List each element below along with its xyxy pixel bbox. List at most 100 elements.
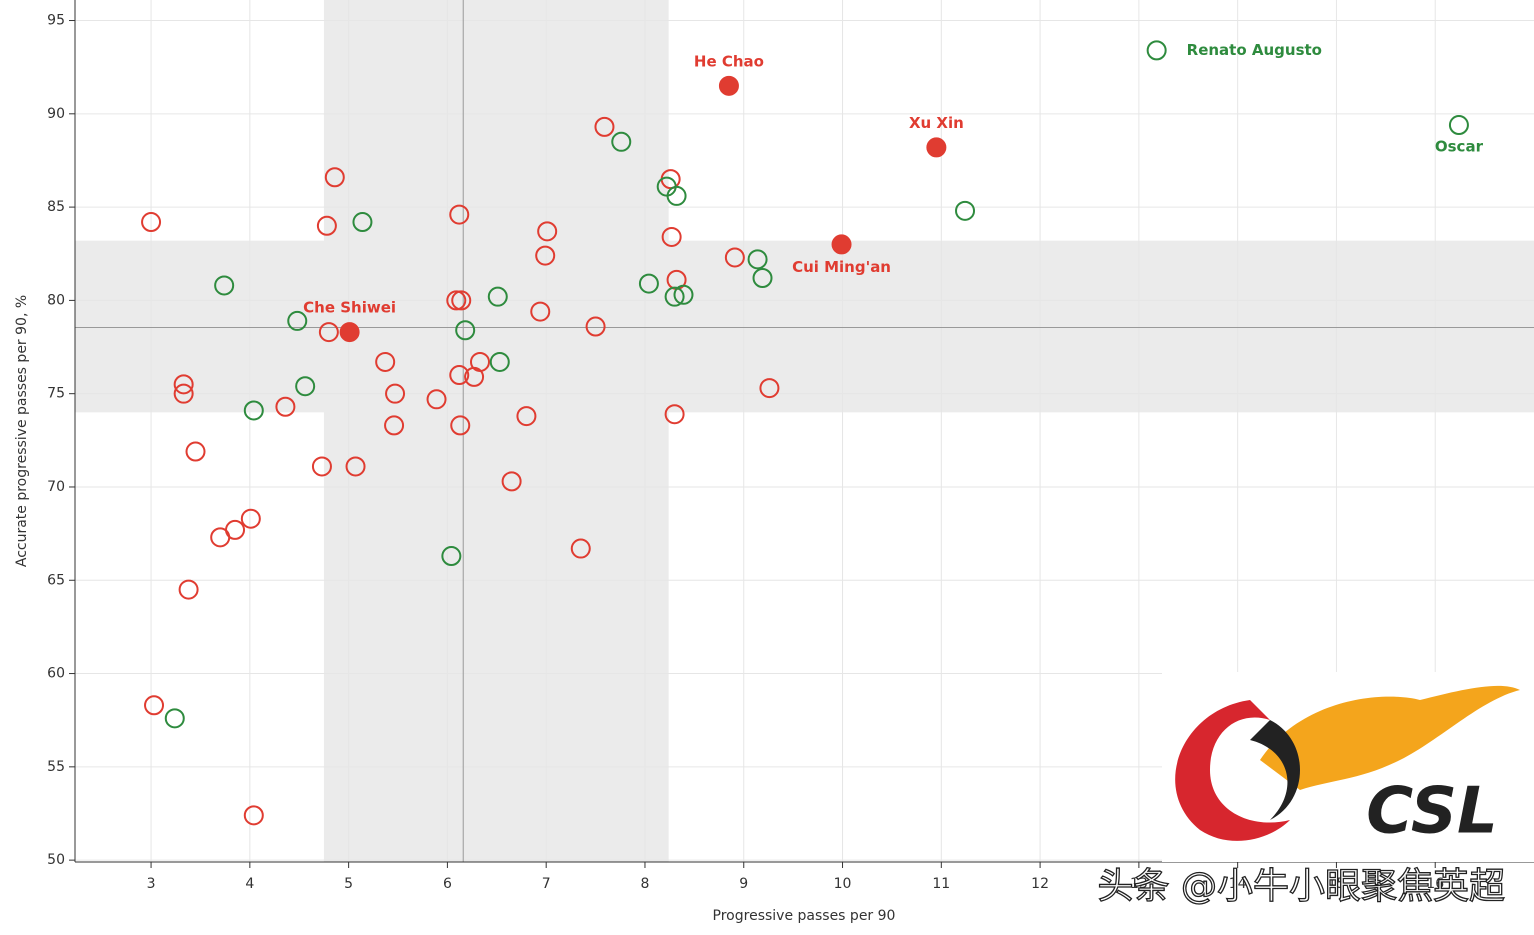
x-tick-label: 9 xyxy=(739,876,748,892)
y-tick-label: 65 xyxy=(47,572,65,588)
point xyxy=(144,695,165,716)
y-tick-label: 90 xyxy=(47,106,65,122)
point xyxy=(287,310,308,331)
point xyxy=(178,579,199,600)
point xyxy=(449,365,470,386)
point xyxy=(464,366,485,387)
logo: CSL xyxy=(1162,672,1534,862)
logo-swirl-dark xyxy=(1250,720,1300,820)
point xyxy=(831,234,852,255)
point xyxy=(535,245,556,266)
point xyxy=(173,374,194,395)
y-tick-label: 85 xyxy=(47,199,65,215)
point xyxy=(926,137,947,158)
point xyxy=(661,226,682,247)
point-label: Xu Xin xyxy=(909,114,964,132)
point xyxy=(718,75,739,96)
point xyxy=(164,708,185,729)
point xyxy=(339,322,360,343)
point xyxy=(324,167,345,188)
point xyxy=(441,546,462,567)
point xyxy=(585,316,606,337)
x-tick-label: 4 xyxy=(245,876,254,892)
point xyxy=(311,456,332,477)
logo-flame xyxy=(1260,685,1520,790)
point xyxy=(487,286,508,307)
y-tick-label: 95 xyxy=(47,13,65,29)
point xyxy=(225,519,246,540)
x-band xyxy=(323,0,669,862)
y-tick-label: 60 xyxy=(47,666,65,682)
point xyxy=(385,383,406,404)
point xyxy=(666,185,687,206)
x-tick-label: 13 xyxy=(1130,876,1148,892)
point xyxy=(530,301,551,322)
point-label: Cui Ming'an xyxy=(792,258,891,276)
point xyxy=(318,322,339,343)
point xyxy=(537,221,558,242)
point xyxy=(449,204,470,225)
point xyxy=(185,441,206,462)
y-axis-label: Accurate progressive passes per 90, % xyxy=(14,295,30,567)
x-tick-label: 16 xyxy=(1426,876,1444,892)
point xyxy=(243,805,264,826)
x-tick-label: 15 xyxy=(1328,876,1346,892)
point xyxy=(664,286,685,307)
watermark: 头条 @小牛小眼聚焦英超 xyxy=(1098,866,1505,907)
point xyxy=(747,249,768,270)
point xyxy=(752,268,773,289)
point xyxy=(759,378,780,399)
point-label: Che Shiwei xyxy=(303,299,396,317)
x-axis-label: Progressive passes per 90 xyxy=(713,908,896,924)
point xyxy=(141,212,162,233)
point xyxy=(570,538,591,559)
x-tick-label: 5 xyxy=(344,876,353,892)
y-tick-label: 75 xyxy=(47,386,65,402)
point xyxy=(673,284,694,305)
point-label: Oscar xyxy=(1435,138,1484,156)
point xyxy=(1146,40,1167,61)
y-tick-label: 50 xyxy=(47,852,65,868)
y-tick-label: 55 xyxy=(47,759,65,775)
point xyxy=(451,290,472,311)
point xyxy=(240,508,261,529)
y-band xyxy=(75,240,1534,413)
point xyxy=(426,389,447,410)
x-tick-label: 7 xyxy=(542,876,551,892)
point xyxy=(638,273,659,294)
point xyxy=(446,290,467,311)
x-tick-label: 10 xyxy=(834,876,852,892)
point xyxy=(352,212,373,233)
point xyxy=(664,404,685,425)
point xyxy=(516,406,537,427)
point xyxy=(243,400,264,421)
point xyxy=(375,351,396,372)
point xyxy=(450,415,471,436)
point xyxy=(501,471,522,492)
point xyxy=(345,456,366,477)
point xyxy=(724,247,745,268)
point xyxy=(316,215,337,236)
point xyxy=(489,351,510,372)
x-tick-label: 11 xyxy=(932,876,950,892)
y-tick-label: 80 xyxy=(47,292,65,308)
logo-text: CSL xyxy=(1366,775,1498,849)
x-tick-label: 6 xyxy=(443,876,452,892)
point xyxy=(1448,115,1469,136)
point xyxy=(295,376,316,397)
x-tick-label: 14 xyxy=(1229,876,1247,892)
point xyxy=(955,200,976,221)
point xyxy=(173,383,194,404)
y-tick-label: 70 xyxy=(47,479,65,495)
x-tick-label: 3 xyxy=(147,876,156,892)
point xyxy=(384,415,405,436)
point xyxy=(275,396,296,417)
point-label: He Chao xyxy=(694,52,764,70)
logo-swirl xyxy=(1175,700,1290,841)
point xyxy=(594,116,615,137)
x-tick-label: 8 xyxy=(641,876,650,892)
point xyxy=(455,320,476,341)
point xyxy=(611,131,632,152)
point xyxy=(214,275,235,296)
